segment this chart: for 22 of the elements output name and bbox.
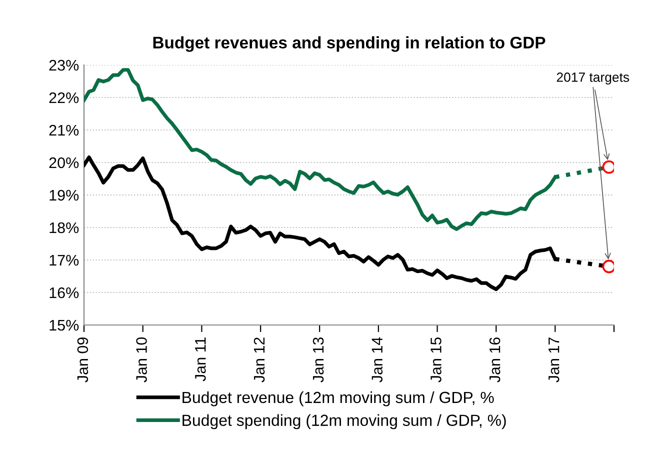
chart-title: Budget revenues and spending in relation to GDP [153, 36, 546, 52]
y-tick-label: 17% [50, 254, 79, 266]
y-tick-label: 18% [50, 222, 79, 234]
y-tick-label: 15% [50, 320, 79, 331]
y-tick-label: 16% [50, 287, 79, 298]
y-tick-label: 21% [49, 124, 79, 136]
y-tick-label: 23% [49, 60, 79, 71]
x-tick-label: Jan 14 [372, 337, 383, 382]
x-tick-label: Jan 11 [195, 338, 206, 382]
legend-label: Budget spending (12m moving sum / GDP, %) [182, 414, 506, 430]
annotation: 2017 targets [556, 72, 630, 84]
x-tick-label: Jan 16 [489, 337, 500, 382]
x-tick-label: Jan 09 [77, 338, 88, 382]
y-tick-label: 19% [50, 190, 79, 201]
x-tick-label: Jan 17 [548, 338, 560, 382]
y-tick-label: 20% [49, 157, 79, 168]
x-tick-label: Jan 13 [312, 337, 324, 382]
x-tick-label: Jan 10 [136, 337, 147, 382]
y-tick-label: 22% [49, 92, 79, 104]
legend-label: Budget revenue (12m moving sum / GDP, % [182, 391, 494, 406]
x-tick-label: Jan 15 [430, 337, 442, 382]
x-tick-label: Jan 12 [254, 338, 265, 382]
